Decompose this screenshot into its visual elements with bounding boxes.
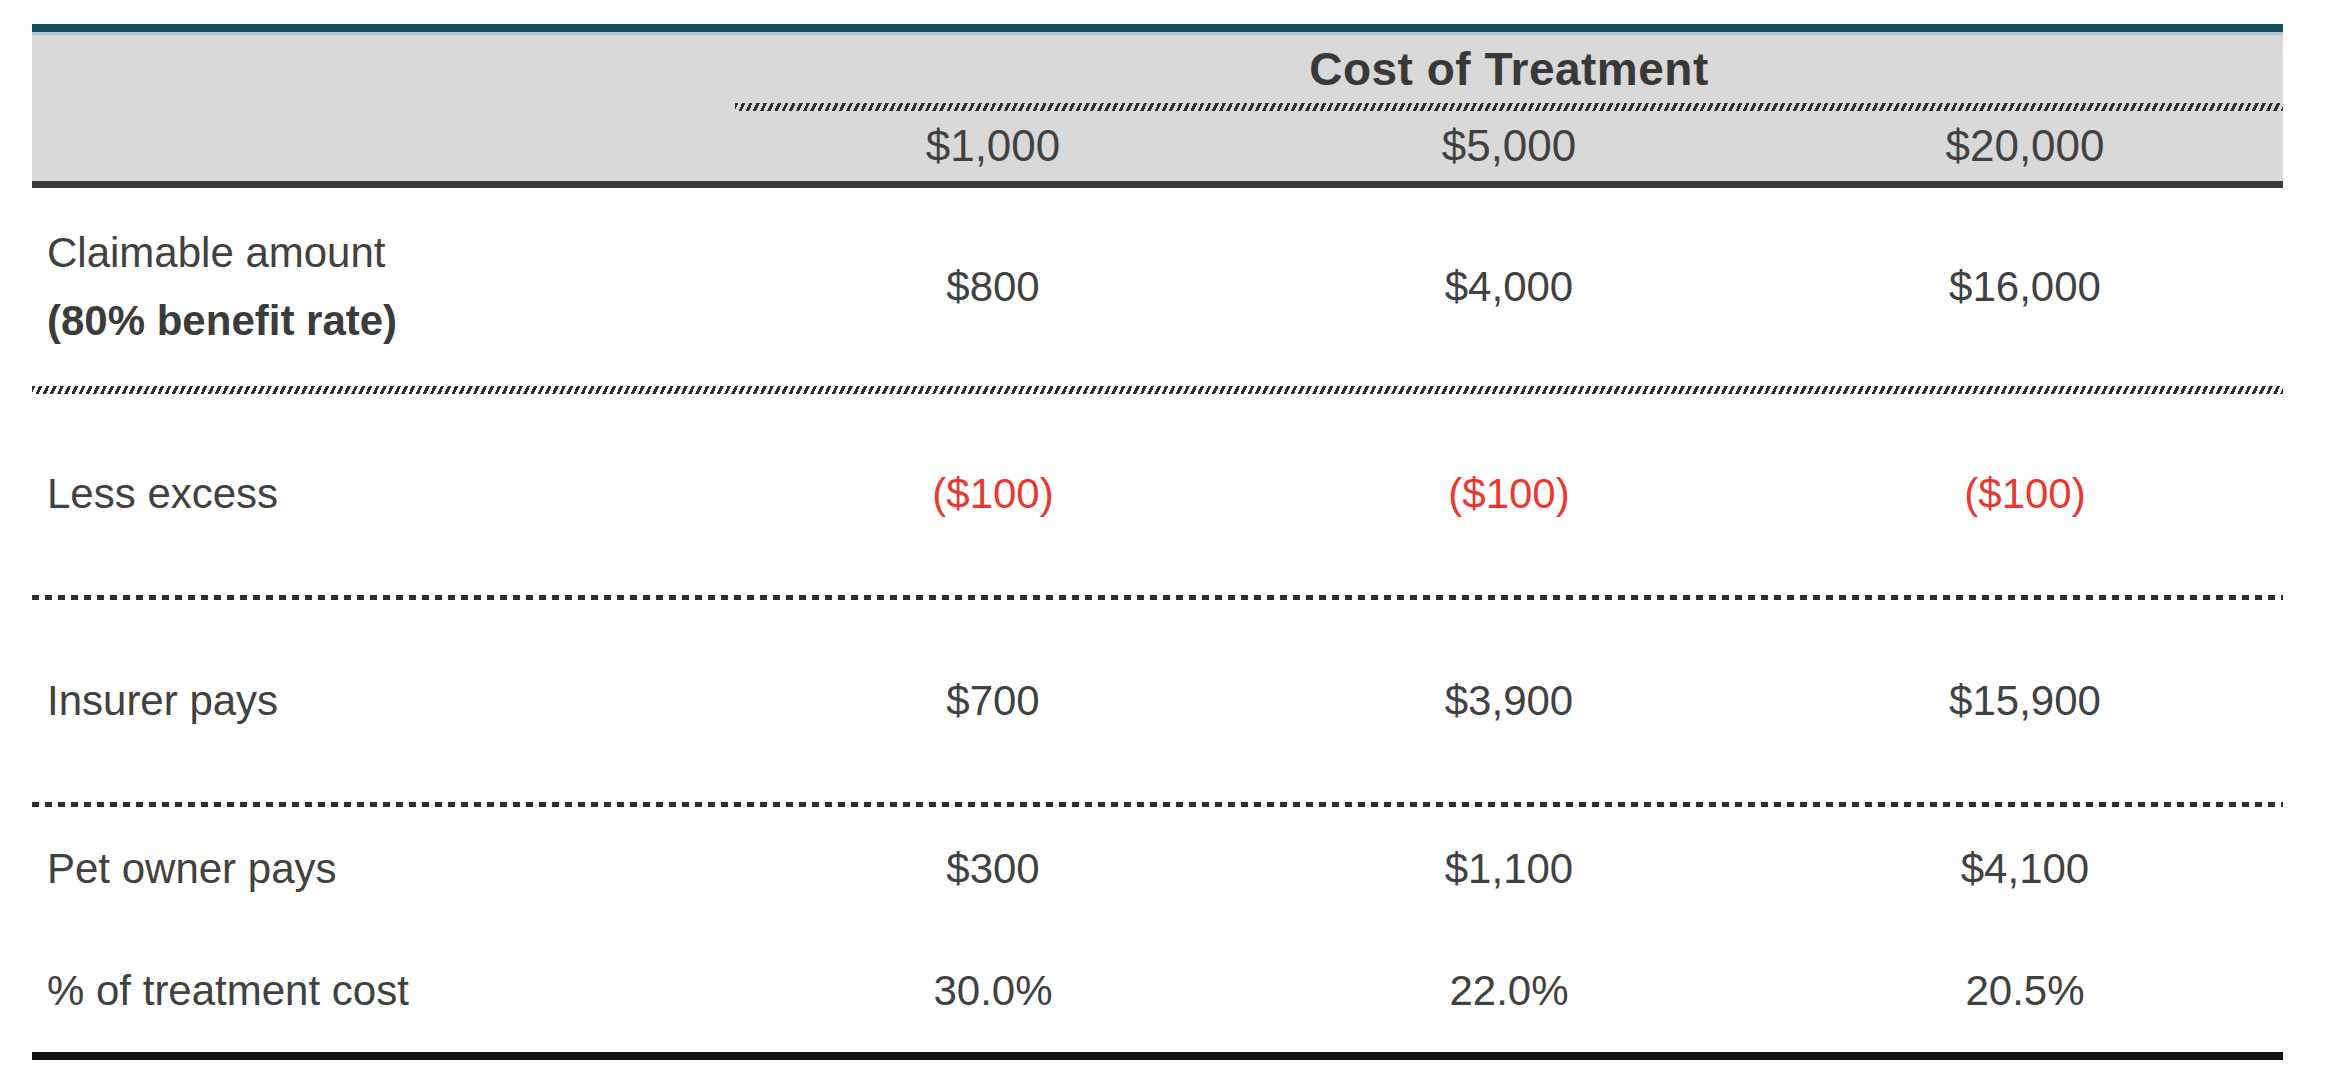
value-claimable-col3: $16,000 — [1767, 188, 2283, 386]
value-owner-col1: $300 — [735, 808, 1251, 930]
row-label-text: Insurer pays — [47, 667, 735, 735]
table-bottom-rule — [32, 1052, 2283, 1060]
row-label-insurer-pays: Insurer pays — [32, 601, 735, 801]
separator-dotted-rule — [32, 595, 2283, 600]
value-claimable-col1: $800 — [735, 188, 1251, 386]
value-owner-col3: $4,100 — [1767, 808, 2283, 930]
table-row-claimable-amount: Claimable amount (80% benefit rate) $800… — [32, 188, 2283, 386]
table-row-less-excess: Less excess ($100) ($100) ($100) — [32, 394, 2283, 594]
row-label-line1: Claimable amount — [47, 219, 735, 287]
value-insurer-col3: $15,900 — [1767, 601, 2283, 801]
document-page: Cost of Treatment $1,000 $5,000 $20,000 … — [0, 0, 2328, 1080]
table-header: Cost of Treatment $1,000 $5,000 $20,000 — [32, 35, 2283, 181]
header-bottom-rule — [32, 181, 2283, 188]
row-label-less-excess: Less excess — [32, 394, 735, 594]
value-excess-col1: ($100) — [735, 394, 1251, 594]
row-label-text: % of treatment cost — [47, 957, 735, 1025]
column-header-1000: $1,000 — [735, 111, 1251, 181]
column-header-20000: $20,000 — [1767, 111, 2283, 181]
row-label-claimable-amount: Claimable amount (80% benefit rate) — [32, 188, 735, 386]
value-percent-col2: 22.0% — [1251, 930, 1767, 1052]
row-label-line2: (80% benefit rate) — [47, 287, 735, 355]
row-label-text: Less excess — [47, 460, 735, 528]
column-header-5000: $5,000 — [1251, 111, 1767, 181]
column-headers-row: $1,000 $5,000 $20,000 — [32, 111, 2283, 181]
separator-hatched-rule — [32, 386, 2283, 394]
row-label-percent-of-treatment-cost: % of treatment cost — [32, 930, 735, 1052]
value-percent-col1: 30.0% — [735, 930, 1251, 1052]
value-excess-col3: ($100) — [1767, 394, 2283, 594]
table-row-insurer-pays: Insurer pays $700 $3,900 $15,900 — [32, 601, 2283, 801]
value-insurer-col2: $3,900 — [1251, 601, 1767, 801]
table-row-percent-of-treatment-cost: % of treatment cost 30.0% 22.0% 20.5% — [32, 930, 2283, 1052]
top-accent-bar — [32, 24, 2283, 32]
group-header-hatched-rule — [735, 103, 2283, 111]
row-label-pet-owner-pays: Pet owner pays — [32, 808, 735, 930]
separator-dotted-rule — [32, 802, 2283, 807]
column-header-spacer — [32, 111, 735, 181]
value-insurer-col1: $700 — [735, 601, 1251, 801]
value-excess-col2: ($100) — [1251, 394, 1767, 594]
row-label-text: Pet owner pays — [47, 835, 735, 903]
value-owner-col2: $1,100 — [1251, 808, 1767, 930]
group-header-title: Cost of Treatment — [735, 35, 2283, 103]
header-hatch-spacer — [32, 103, 735, 111]
group-header-underline-row — [32, 103, 2283, 111]
value-percent-col3: 20.5% — [1767, 930, 2283, 1052]
group-header-row: Cost of Treatment — [32, 35, 2283, 103]
header-label-spacer — [32, 35, 735, 103]
value-claimable-col2: $4,000 — [1251, 188, 1767, 386]
table-row-pet-owner-pays: Pet owner pays $300 $1,100 $4,100 — [32, 808, 2283, 930]
cost-of-treatment-table: Cost of Treatment $1,000 $5,000 $20,000 … — [32, 24, 2283, 1060]
